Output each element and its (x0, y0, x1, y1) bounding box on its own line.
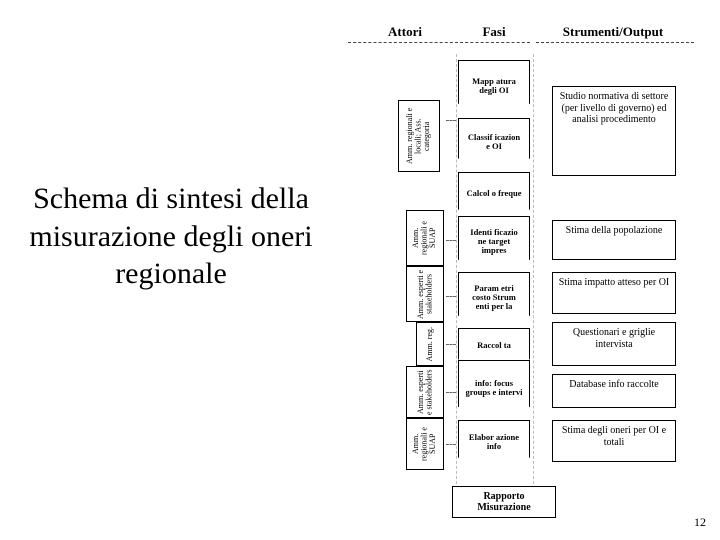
header-fasi: Fasi (456, 24, 532, 40)
attori-label: Amm. regionali e SUAP (410, 211, 439, 265)
connector (446, 296, 456, 297)
sep-output (536, 42, 694, 43)
connector (446, 392, 456, 393)
sep-attori (348, 42, 458, 43)
attori-box: Amm. esperti e stakeholders (406, 366, 444, 418)
attori-label: Amm. regionali e locali; Ass. categoria (404, 101, 433, 171)
sep-fasi (460, 42, 530, 43)
header-attori: Attori (368, 24, 442, 40)
rapporto-box: Rapporto Misurazione (452, 486, 556, 518)
attori-box: Amm. regionali e SUAP (406, 418, 444, 470)
attori-label: Amm. reg. (424, 325, 436, 363)
connector (446, 120, 456, 121)
output-box: Stima impatto atteso per OI (552, 272, 676, 314)
page-title: Schema di sintesi della misurazione degl… (6, 180, 336, 293)
output-box: Studio normativa di settore (per livello… (552, 86, 676, 176)
attori-box: Amm. esperti e stakeholders (406, 266, 444, 322)
attori-label: Amm. esperti e stakeholders (415, 267, 436, 321)
attori-box: Amm. regionali e SUAP (406, 210, 444, 266)
rapporto-label: Rapporto Misurazione (477, 491, 530, 513)
output-box: Database info raccolte (552, 374, 676, 408)
attori-label: Amm. regionali e SUAP (410, 419, 439, 469)
output-box: Stima della popolazione (552, 220, 676, 260)
attori-box: Amm. reg. (416, 322, 444, 366)
connector (446, 344, 456, 345)
connector (446, 240, 456, 241)
diagram-stage: Schema di sintesi della misurazione degl… (0, 0, 720, 540)
connector (446, 444, 456, 445)
output-box: Stima degli oneri per OI e totali (552, 420, 676, 462)
attori-box: Amm. regionali e locali; Ass. categoria (398, 100, 440, 172)
header-output: Strumenti/Output (548, 24, 678, 40)
attori-label: Amm. esperti e stakeholders (415, 367, 436, 417)
output-box: Questionari e griglie intervista (552, 322, 676, 366)
page-number: 12 (694, 515, 706, 530)
